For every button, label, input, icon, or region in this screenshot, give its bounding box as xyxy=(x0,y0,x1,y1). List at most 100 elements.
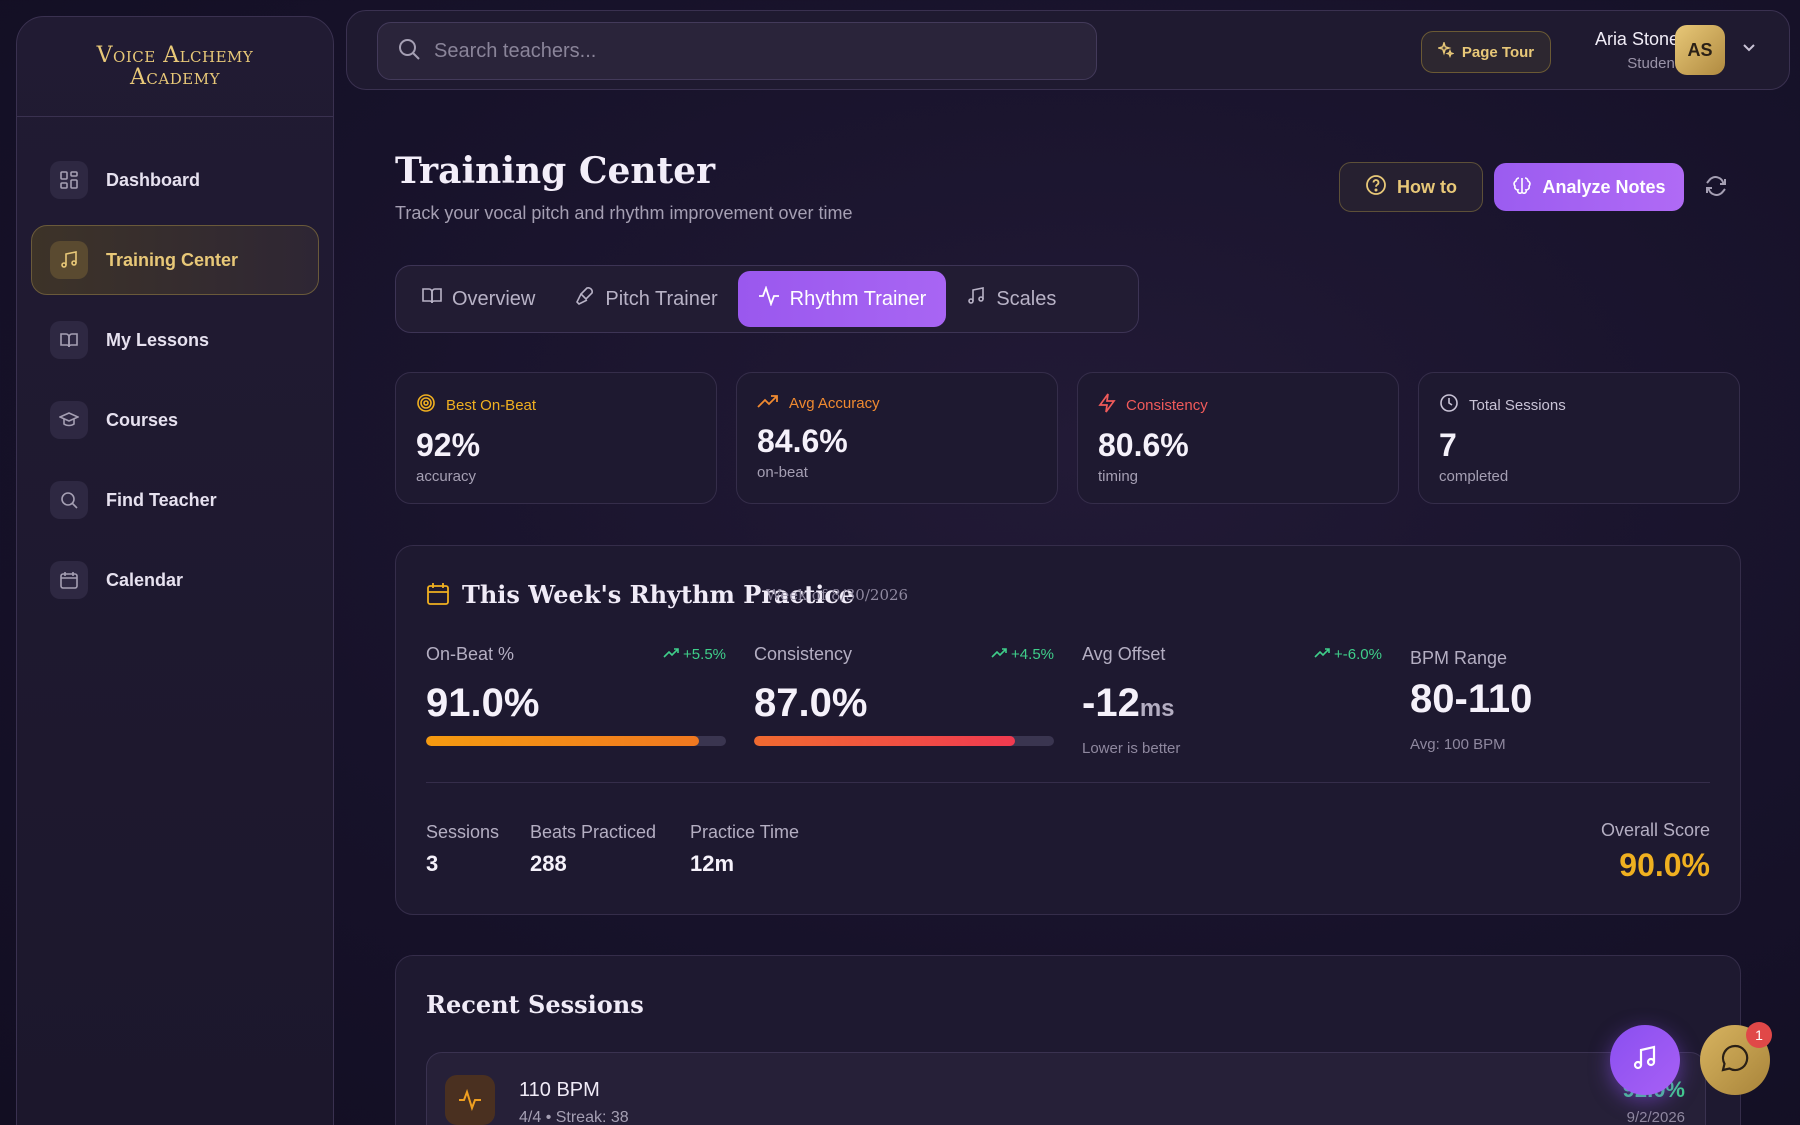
stat-value: 7 xyxy=(1439,427,1457,463)
refresh-icon[interactable] xyxy=(1703,173,1729,204)
metric-avg-offset: Avg Offset +-6.0% -12ms Lower is better xyxy=(1082,644,1382,757)
metric-note: Avg: 100 BPM xyxy=(1410,736,1506,753)
sidebar-item-calendar[interactable]: Calendar xyxy=(31,545,319,615)
metric-consistency: Consistency +4.5% 87.0% xyxy=(754,644,1054,746)
weekly-rhythm-card: This Week's Rhythm Practice Week of 8/30… xyxy=(395,545,1741,915)
metric-value: -12ms xyxy=(1082,681,1382,726)
sidebar-item-label: Find Teacher xyxy=(106,489,217,510)
progress-fill xyxy=(754,736,1015,746)
session-title: 110 BPM xyxy=(519,1079,600,1101)
stat-value: 80.6% xyxy=(1098,427,1189,463)
offset-value: -12 xyxy=(1082,681,1140,725)
stat-label: Best On-Beat xyxy=(446,396,537,414)
stat-label: Consistency xyxy=(1126,396,1208,414)
brand-logo[interactable]: Voice Alchemy Academy xyxy=(17,17,333,117)
sidebar: Voice Alchemy Academy Dashboard Training… xyxy=(16,16,334,1125)
chevron-down-icon[interactable] xyxy=(1741,39,1757,60)
tab-pitch-trainer[interactable]: Pitch Trainer xyxy=(555,271,737,327)
search-icon xyxy=(398,38,420,65)
list-item[interactable]: 110 BPM 4/4 • Streak: 38 92.0% 9/2/2026 xyxy=(426,1052,1706,1125)
page-tour-button[interactable]: Page Tour xyxy=(1421,31,1551,73)
stat-card-total-sessions: Total Sessions 7 completed xyxy=(1418,372,1740,504)
book-icon xyxy=(50,321,88,359)
calendar-icon xyxy=(50,561,88,599)
avatar[interactable]: AS xyxy=(1675,25,1725,75)
metric-delta-text: +5.5% xyxy=(683,646,726,663)
target-icon xyxy=(416,393,436,417)
progress-track xyxy=(754,736,1054,746)
tab-overview[interactable]: Overview xyxy=(402,271,555,327)
sidebar-item-dashboard[interactable]: Dashboard xyxy=(31,145,319,215)
summary-beats-practiced: Beats Practiced 288 xyxy=(530,822,656,877)
microphone-icon xyxy=(575,286,595,312)
metric-label: Consistency xyxy=(754,644,853,664)
activity-icon xyxy=(445,1075,495,1125)
week-subtitle: Week of 8/30/2026 xyxy=(766,586,909,604)
week-title: This Week's Rhythm Practice xyxy=(462,580,855,609)
stat-card-avg-accuracy: Avg Accuracy 84.6% on-beat xyxy=(736,372,1058,504)
search-icon xyxy=(50,481,88,519)
sidebar-item-my-lessons[interactable]: My Lessons xyxy=(31,305,319,375)
metric-label: BPM Range xyxy=(1410,648,1508,668)
stat-value: 92% xyxy=(416,427,481,463)
progress-track xyxy=(426,736,726,746)
tab-rhythm-trainer[interactable]: Rhythm Trainer xyxy=(737,271,947,327)
overall-score-value: 90.0% xyxy=(1619,847,1710,883)
book-open-icon xyxy=(422,286,442,312)
stat-card-best-on-beat: Best On-Beat 92% accuracy xyxy=(395,372,717,504)
progress-fill xyxy=(426,736,699,746)
top-bar: Page Tour Aria Stone Student AS xyxy=(346,10,1790,90)
sidebar-item-find-teacher[interactable]: Find Teacher xyxy=(31,465,319,535)
user-role: Student xyxy=(1627,55,1679,72)
stat-value: 84.6% xyxy=(757,423,848,459)
sidebar-item-training-center[interactable]: Training Center xyxy=(31,225,319,295)
session-subtitle: 4/4 • Streak: 38 xyxy=(519,1109,629,1125)
graduation-cap-icon xyxy=(50,401,88,439)
stat-label: Avg Accuracy xyxy=(789,394,880,412)
brain-icon xyxy=(1512,175,1532,200)
page-subtitle: Track your vocal pitch and rhythm improv… xyxy=(395,203,853,223)
stat-unit: accuracy xyxy=(416,468,477,485)
trending-up-icon xyxy=(757,393,779,413)
search-box[interactable] xyxy=(377,22,1097,80)
summary-value: 288 xyxy=(530,851,567,876)
search-input[interactable] xyxy=(434,39,1034,63)
how-to-button[interactable]: How to xyxy=(1339,162,1483,212)
calendar-icon xyxy=(426,582,450,611)
trending-up-icon xyxy=(663,646,679,663)
metric-value: 87.0% xyxy=(754,681,868,725)
metric-value: 80-110 xyxy=(1410,677,1533,721)
overall-score: Overall Score 90.0% xyxy=(1601,820,1710,884)
music-fab-button[interactable] xyxy=(1610,1025,1680,1095)
clock-icon xyxy=(1439,393,1459,417)
analyze-notes-button[interactable]: Analyze Notes xyxy=(1494,163,1684,211)
sidebar-item-label: My Lessons xyxy=(106,329,210,350)
session-date: 9/2/2026 xyxy=(1626,1109,1685,1125)
summary-sessions: Sessions 3 xyxy=(426,822,499,877)
sidebar-item-label: Training Center xyxy=(106,249,239,270)
sidebar-item-courses[interactable]: Courses xyxy=(31,385,319,455)
summary-practice-time: Practice Time 12m xyxy=(690,822,799,877)
summary-value: 12m xyxy=(690,851,735,876)
metric-value: 91.0% xyxy=(426,681,540,725)
metric-note: Lower is better xyxy=(1082,740,1181,757)
stat-unit: timing xyxy=(1098,468,1139,485)
trainer-tabs: Overview Pitch Trainer Rhythm Trainer Sc… xyxy=(395,265,1139,333)
help-circle-icon xyxy=(1365,174,1387,201)
page-tour-label: Page Tour xyxy=(1461,43,1535,61)
stat-unit: on-beat xyxy=(757,464,808,481)
tab-scales[interactable]: Scales xyxy=(946,271,1076,327)
lightning-icon xyxy=(1098,393,1116,417)
metric-on-beat: On-Beat % +5.5% 91.0% xyxy=(426,644,726,746)
how-to-label: How to xyxy=(1397,176,1457,197)
metric-delta: +-6.0% xyxy=(1314,646,1382,663)
trending-up-icon xyxy=(991,646,1007,663)
music-note-icon xyxy=(1630,1043,1660,1078)
metric-delta-text: +-6.0% xyxy=(1334,646,1382,663)
brand-line-1: Voice Alchemy xyxy=(96,42,254,68)
overall-score-label: Overall Score xyxy=(1600,820,1710,840)
metric-label: Avg Offset xyxy=(1082,644,1166,664)
sidebar-item-label: Dashboard xyxy=(106,169,201,190)
chat-fab-button[interactable] xyxy=(1700,1025,1770,1095)
summary-label: Sessions xyxy=(426,822,500,842)
